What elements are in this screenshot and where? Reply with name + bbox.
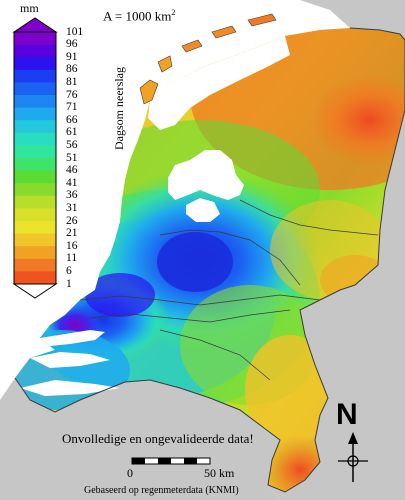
legend-colorbar [12,17,58,299]
north-arrow-icon [338,432,368,482]
legend-color-swatch [14,233,56,247]
legend-tick-label: 51 [66,151,78,164]
legend-color-swatch [14,271,56,285]
province-line-3 [159,329,271,381]
legend-title: Dagsom neerslag [112,67,126,150]
wadden-island-2 [157,55,173,73]
province-line-2 [159,229,301,286]
ijsselmeer [168,150,244,200]
legend-color-swatch [14,120,56,134]
area-text: A = 1000 km [103,8,172,24]
legend-color-swatch [14,170,56,184]
estuary-middle [30,352,110,368]
legend-tick-label: 11 [66,252,78,265]
legend-tick-label: 26 [66,214,78,227]
wadden-island-4 [211,25,237,39]
legend-tick-label: 46 [66,164,78,177]
legend-tick-label: 81 [66,75,78,88]
national-border [14,27,405,493]
legend-color-swatch [14,69,56,83]
legend-tick-label: 66 [66,113,78,126]
legend-tick-label: 56 [66,138,78,151]
legend-tick-label: 1 [66,277,72,290]
legend-underflow-triangle [12,283,58,299]
scale-end-label: 50 km [204,466,235,480]
scale-start-label: 0 [127,466,133,480]
legend-tick-label: 71 [66,101,78,114]
scale-bar [131,457,211,465]
wadden-island-1 [139,79,159,105]
legend-color-swatch [14,107,56,121]
legend-tick-label: 101 [66,25,84,38]
wadden-island-5 [247,13,277,27]
area-unit-superscript: 2 [171,8,176,17]
area-label: A = 1000 km2 [103,8,175,24]
legend-tick-label: 86 [66,63,78,76]
legend-color-swatch [14,95,56,108]
legend-tick-label: 36 [66,189,78,202]
legend-color-swatch [14,221,56,234]
legend-color-swatch [14,258,56,272]
legend-tick-label: 41 [66,176,78,189]
legend-color-swatch [14,82,56,96]
river-line-2 [89,309,291,323]
legend-tick-label: 96 [66,38,78,51]
legend-color-swatch [14,183,56,197]
source-credit: Gebaseerd op regenmeterdata (KNMI) [84,485,239,496]
neighbor-land-east [268,0,405,500]
neighbor-land-south [0,378,280,500]
legend-color-swatch [14,44,56,58]
legend-unit: mm [20,1,39,15]
legend-color-swatch [14,32,56,45]
province-line-1 [239,199,379,236]
legend-color-swatch [14,246,56,260]
wadden-sea [148,36,290,130]
river-line-1 [79,294,321,306]
legend-tick-label: 61 [66,126,78,139]
north-label: N [336,398,358,431]
estuary-south [20,380,120,396]
legend-tick-label: 31 [66,201,78,214]
legend-color-swatch [14,195,56,209]
estuary-north [40,330,105,346]
legend-color-swatch [14,57,56,71]
markermeer [186,198,220,222]
legend-overflow-triangle [12,17,58,33]
legend-tick-label: 76 [66,88,78,101]
legend-tick-label: 91 [66,50,78,63]
wadden-island-3 [181,39,203,53]
legend-color-swatch [14,208,56,222]
data-warning: Onvolledige en ongevalideerde data! [62,431,254,446]
legend-color-swatch [14,158,56,171]
legend-color-swatch [14,145,56,159]
legend-tick-label: 21 [66,227,78,240]
legend-tick-label: 16 [66,239,78,252]
legend-tick-label: 6 [66,264,72,277]
legend-color-swatch [14,132,56,146]
